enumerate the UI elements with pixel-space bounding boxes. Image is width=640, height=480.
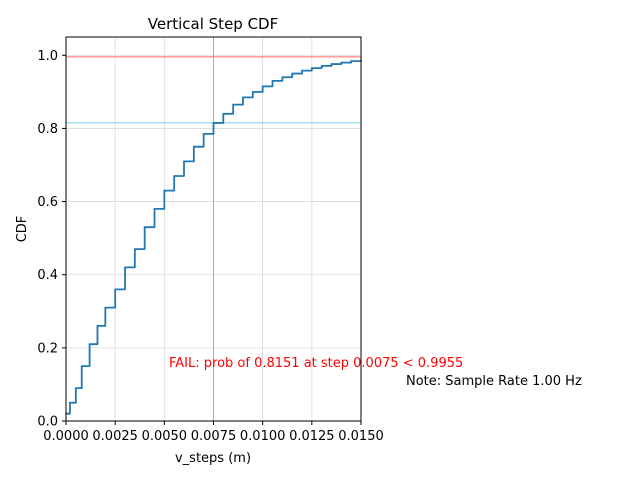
data-point-0-21 <box>252 91 254 93</box>
data-point-0-9 <box>134 248 136 250</box>
data-point-0-16 <box>202 133 205 135</box>
y-axis-label: CDF <box>15 216 30 243</box>
data-point-0-31 <box>350 60 352 62</box>
x-tick-label-1: 0.0025 <box>92 429 138 444</box>
x-tick-label-5: 0.0125 <box>289 429 335 444</box>
data-point-0-23 <box>271 80 274 82</box>
y-tick-label-3: 0.6 <box>37 195 58 210</box>
series-layer <box>65 59 362 415</box>
data-point-0-19 <box>232 103 234 106</box>
fail-annotation: FAIL: prob of 0.8151 at step 0.0075 < 0.… <box>169 356 463 371</box>
data-point-0-14 <box>183 160 185 163</box>
data-point-0-15 <box>193 145 195 148</box>
y-tick-label-2: 0.4 <box>37 268 58 283</box>
data-point-0-2 <box>75 387 77 389</box>
y-tick-label-0: 0.0 <box>37 415 58 430</box>
data-point-0-29 <box>330 63 333 65</box>
data-point-0-8 <box>124 266 126 269</box>
data-point-0-5 <box>96 325 99 327</box>
data-point-0-18 <box>222 113 225 115</box>
data-point-0-22 <box>261 85 264 88</box>
data-point-0-28 <box>320 65 323 67</box>
x-tick-label-3: 0.0075 <box>191 429 237 444</box>
data-point-0-7 <box>114 288 116 291</box>
data-point-0-4 <box>88 343 91 346</box>
data-point-0-1 <box>69 401 71 404</box>
data-point-0-30 <box>340 61 343 64</box>
x-tick-label-6: 0.0150 <box>338 429 384 444</box>
x-axis-label: v_steps (m) <box>175 451 251 466</box>
data-point-0-13 <box>173 175 175 177</box>
data-point-0-20 <box>242 96 244 99</box>
data-point-0-25 <box>291 72 293 75</box>
y-tick-label-5: 1.0 <box>37 49 58 64</box>
data-point-0-10 <box>143 226 146 228</box>
data-point-0-24 <box>281 76 284 79</box>
data-point-0-26 <box>301 69 303 72</box>
data-point-0-12 <box>163 189 166 192</box>
y-tick-label-4: 0.8 <box>37 122 58 137</box>
data-point-0-17 <box>212 122 215 124</box>
data-point-0-11 <box>153 208 156 210</box>
note-annotation: Note: Sample Rate 1.00 Hz <box>406 374 582 389</box>
data-point-0-27 <box>311 67 313 69</box>
chart-title: Vertical Step CDF <box>148 15 279 33</box>
y-tick-label-1: 0.2 <box>37 341 58 356</box>
x-tick-label-4: 0.0100 <box>240 429 286 444</box>
data-point-0-3 <box>80 365 83 367</box>
x-tick-label-0: 0.0000 <box>43 429 89 444</box>
y-axis-ticks: 0.0 0.2 0.4 0.6 0.8 1.0 <box>37 49 66 430</box>
x-tick-label-2: 0.0050 <box>142 429 188 444</box>
data-point-0-6 <box>104 306 107 309</box>
x-axis-ticks: 0.0000 0.0025 0.0050 0.0075 0.0100 0.0125 0.01… <box>43 421 384 444</box>
